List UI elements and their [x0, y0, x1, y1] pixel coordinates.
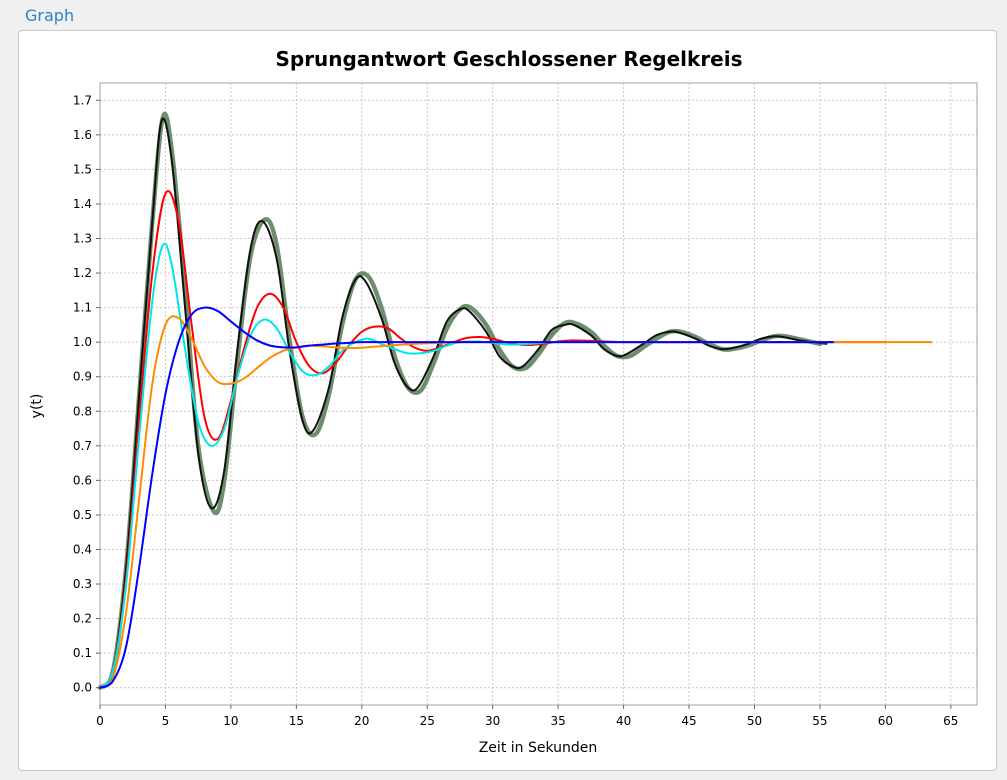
y-tick-label: 1.2	[73, 266, 92, 280]
step-response-chart: Sprungantwort Geschlossener Regelkreis 0…	[29, 47, 978, 756]
y-tick-label: 0.0	[73, 681, 92, 695]
plot-area	[99, 82, 978, 706]
y-tick-label: 1.3	[73, 232, 92, 246]
y-tick-label: 0.3	[73, 577, 92, 591]
series-line-3	[99, 242, 841, 689]
x-tick-label: 10	[223, 714, 238, 728]
y-tick-label: 1.7	[73, 93, 92, 107]
y-tick-label: 0.8	[73, 404, 92, 418]
series-line-4	[99, 315, 933, 689]
x-tick-label: 40	[616, 714, 631, 728]
x-tick-label: 25	[420, 714, 435, 728]
x-tick-label: 35	[550, 714, 565, 728]
y-axis-label: y(t)	[29, 394, 45, 419]
y-tick-label: 0.2	[73, 612, 92, 626]
series-line-0	[97, 111, 823, 690]
panel-title: Graph	[25, 6, 75, 25]
y-tick-label: 1.4	[73, 197, 92, 211]
y-tick-label: 0.1	[73, 646, 92, 660]
y-tick-label: 0.4	[73, 543, 92, 557]
x-tick-label: 65	[943, 714, 958, 728]
series-line-1	[99, 117, 828, 689]
x-tick-label: 5	[162, 714, 170, 728]
chart-frame: Sprungantwort Geschlossener Regelkreis 0…	[18, 30, 997, 771]
x-tick-label: 20	[354, 714, 369, 728]
y-tick-label: 0.7	[73, 439, 92, 453]
x-tick-label: 45	[681, 714, 696, 728]
y-tick-label: 0.9	[73, 370, 92, 384]
series-line-5	[99, 306, 835, 689]
series-group	[97, 111, 933, 690]
x-tick-label: 30	[485, 714, 500, 728]
y-tick-label: 1.5	[73, 162, 92, 176]
x-tick-label: 15	[289, 714, 304, 728]
chart-title: Sprungantwort Geschlossener Regelkreis	[275, 47, 742, 71]
y-tick-label: 1.0	[73, 335, 92, 349]
x-axis: 0 5 10 15 20 25 30 35 40 45 50 55 60 65	[96, 705, 958, 728]
x-tick-label: 50	[747, 714, 762, 728]
y-tick-label: 0.6	[73, 473, 92, 487]
y-axis: 0.0 0.1 0.2 0.3 0.4 0.5 0.6 0.7 0.8 0.9 1.0 1.1 1.2 1…	[73, 93, 100, 695]
y-tick-label: 1.6	[73, 128, 92, 142]
y-tick-label: 0.5	[73, 508, 92, 522]
x-tick-label: 60	[878, 714, 893, 728]
x-tick-label: 0	[96, 714, 104, 728]
x-tick-label: 55	[812, 714, 827, 728]
y-tick-label: 1.1	[73, 301, 92, 315]
x-axis-label: Zeit in Sekunden	[479, 740, 598, 756]
